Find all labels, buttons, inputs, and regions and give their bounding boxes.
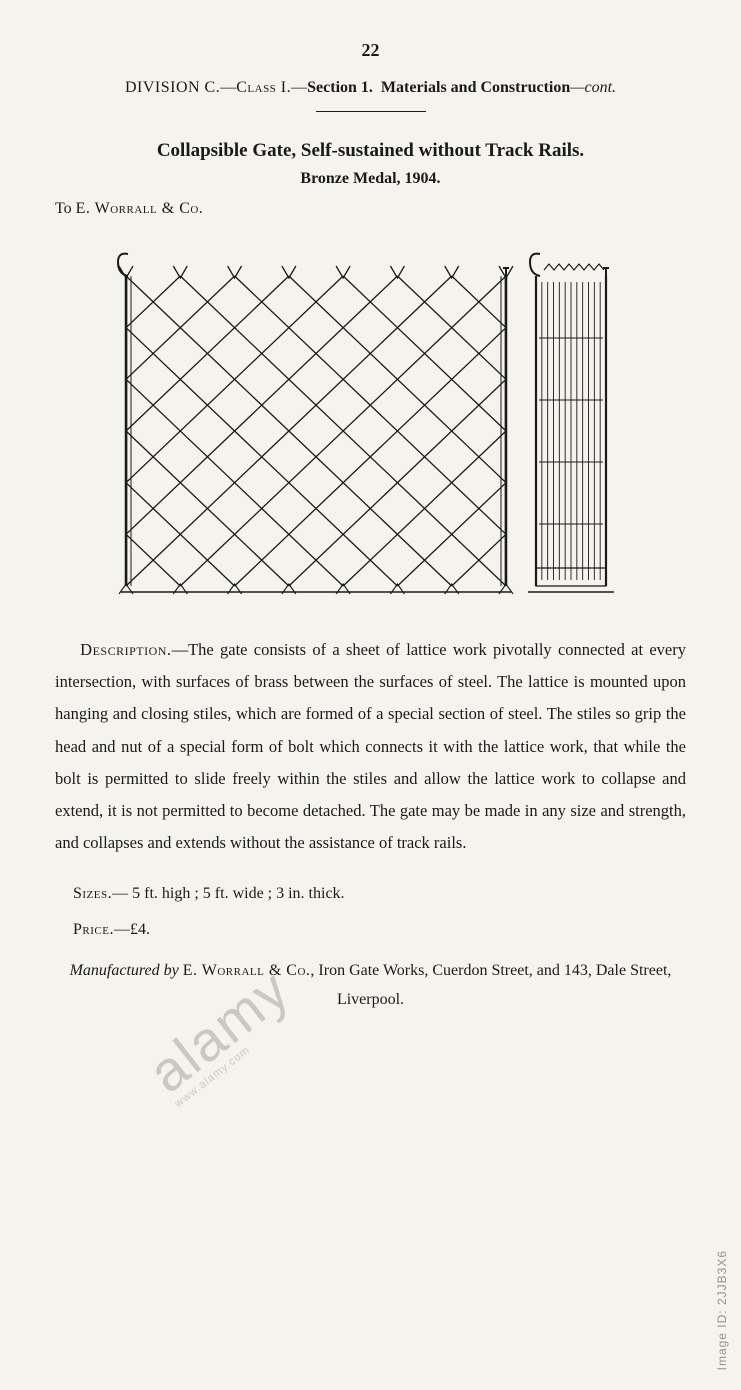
description-paragraph: Description.—The gate consists of a shee… xyxy=(55,634,686,859)
awardee-prefix: To xyxy=(55,200,76,217)
entry-title: Collapsible Gate, Self-sustained without… xyxy=(55,140,686,162)
manufacturer-address: , Iron Gate Works, Cuerdon Street, and 1… xyxy=(310,962,671,1008)
sizes-line: Sizes.— 5 ft. high ; 5 ft. wide ; 3 in. … xyxy=(55,885,686,903)
price-value: —£4. xyxy=(114,921,150,938)
horizontal-rule xyxy=(316,111,426,112)
manufacturer-prefix: Manufactured by xyxy=(70,962,183,979)
continuation-label: —cont. xyxy=(570,79,616,96)
section-title: Materials and Construction xyxy=(381,79,570,96)
class-label: Class I. xyxy=(236,79,291,96)
division-header: DIVISION C.—Class I.—Section 1. Material… xyxy=(55,79,686,97)
watermark-url: www.alamy.com xyxy=(173,1002,306,1110)
division-label: DIVISION C. xyxy=(125,79,220,96)
price-leadword: Price. xyxy=(73,921,114,938)
manufacturer-company: E. Worrall & Co. xyxy=(183,962,311,979)
description-leadword: Description. xyxy=(80,640,171,659)
price-line: Price.—£4. xyxy=(55,921,686,939)
section-label: Section 1. xyxy=(307,79,373,96)
watermark-id: Image ID: 2JJB3X6 xyxy=(715,1250,729,1370)
awardee-name: E. Worrall & Co. xyxy=(76,200,204,217)
manufacturer-line: Manufactured by E. Worrall & Co., Iron G… xyxy=(55,957,686,1015)
entry-award: Bronze Medal, 1904. xyxy=(55,170,686,188)
sizes-value: — 5 ft. high ; 5 ft. wide ; 3 in. thick. xyxy=(112,885,344,902)
description-body: —The gate consists of a sheet of lattice… xyxy=(55,640,686,852)
page-number: 22 xyxy=(55,40,686,61)
sizes-leadword: Sizes. xyxy=(73,885,112,902)
awardee-line: To E. Worrall & Co. xyxy=(55,200,686,218)
gate-illustration xyxy=(106,236,636,606)
